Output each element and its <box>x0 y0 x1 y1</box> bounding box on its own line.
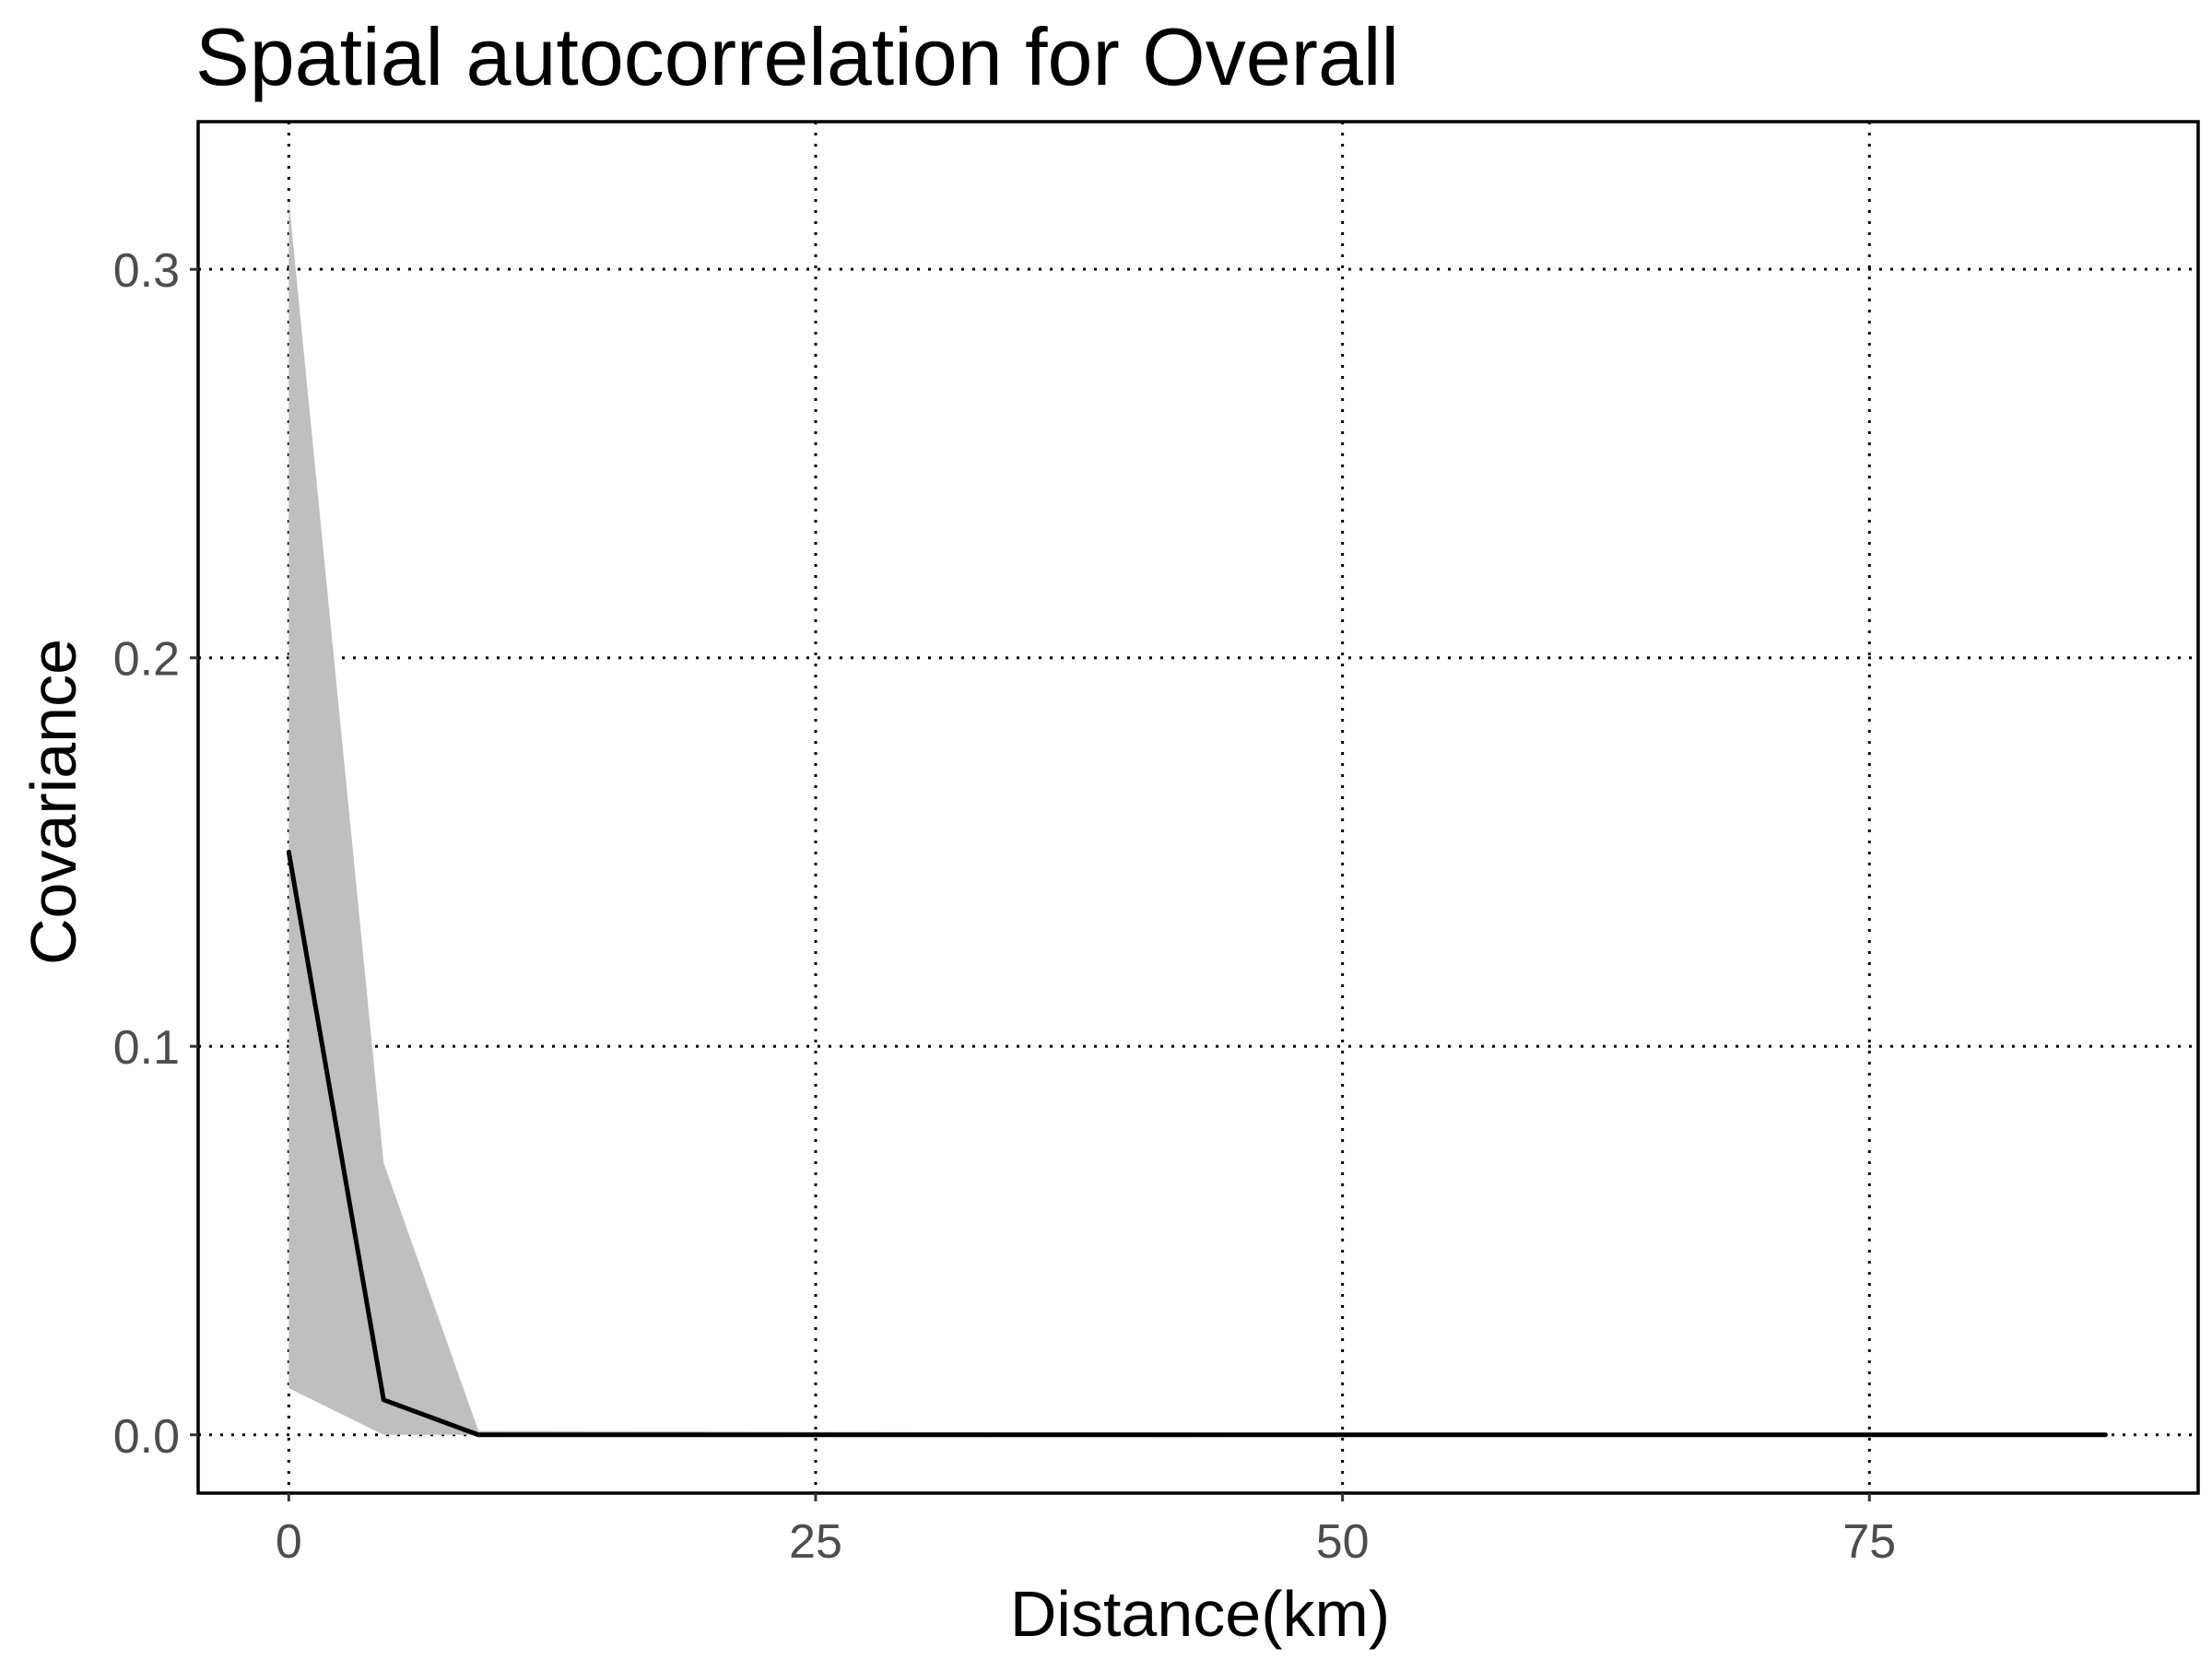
chart-title: Spatial autocorrelation for Overall <box>195 11 1399 102</box>
x-tick-label: 0 <box>276 1515 302 1569</box>
x-tick-label: 25 <box>789 1515 842 1569</box>
x-axis-title: Distance(km) <box>1010 1578 1390 1650</box>
y-tick-label: 0.2 <box>113 633 180 687</box>
y-axis-title: Covariance <box>18 639 89 965</box>
confidence-ribbon-0 <box>288 199 2106 1435</box>
x-tick-label: 50 <box>1316 1515 1370 1569</box>
panel-border <box>196 120 2200 1495</box>
covariance-line-0 <box>286 849 2108 1438</box>
y-tick-label: 0.3 <box>113 244 180 298</box>
y-tick-label: 0.1 <box>113 1021 180 1075</box>
plot-area: 0.0 0.1 0.2 0.3 0 25 50 75 <box>113 120 2200 1569</box>
y-tick-label: 0.0 <box>113 1410 180 1464</box>
x-tick-label: 75 <box>1842 1515 1896 1569</box>
